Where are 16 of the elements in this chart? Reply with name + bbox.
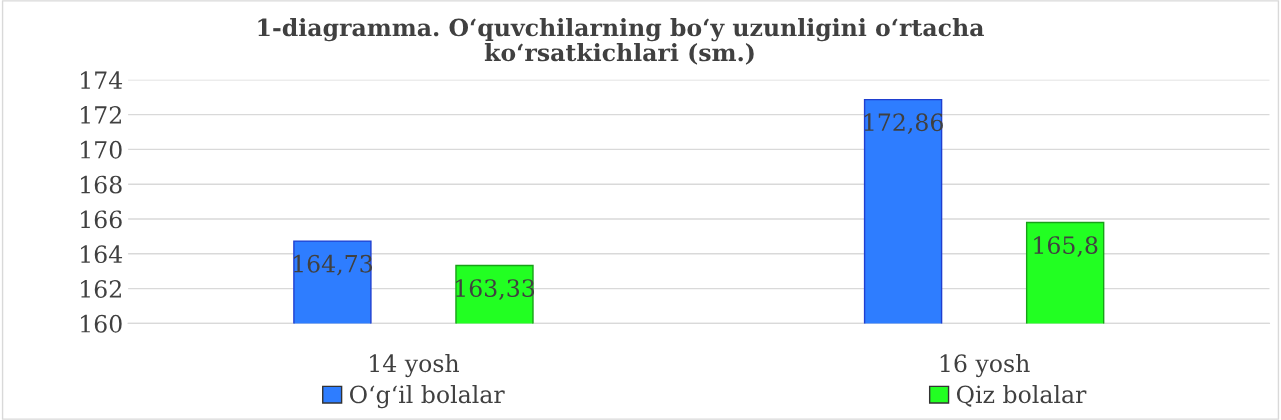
y-tick-label: 160: [81, 314, 122, 333]
x-tick-label: 16 yosh: [940, 353, 1030, 378]
data-label: 164,73: [293, 254, 372, 276]
y-tick-label: 172: [81, 106, 121, 124]
y-tick-label: 168: [81, 175, 122, 194]
y-tick-label: 166: [81, 210, 122, 229]
data-label: 165,8: [1034, 236, 1098, 257]
y-tick-label: 164: [81, 245, 123, 264]
chart-title: 1-diagramma. O‘quvchilarning bo‘y uzunligini o‘rtacha ko‘rsatkichlari (sm.): [258, 18, 984, 65]
x-tick-label: 14 yosh: [370, 353, 459, 378]
y-tick-label: 162: [81, 280, 121, 298]
legend-label: O‘g‘il bolalar: [350, 385, 505, 409]
y-tick-label: 174: [81, 71, 123, 89]
data-label: 163,33: [456, 279, 535, 300]
legend-label: Qiz bolalar: [956, 385, 1087, 407]
y-tick-label: 170: [81, 140, 122, 159]
